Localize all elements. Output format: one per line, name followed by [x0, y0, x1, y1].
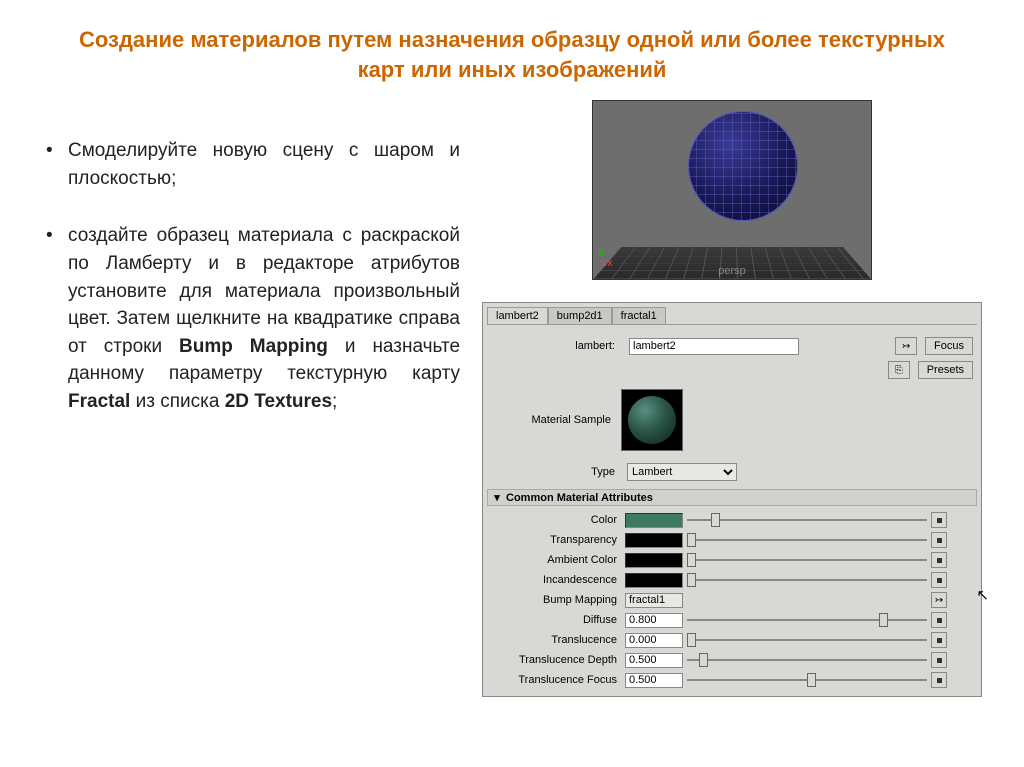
text-input[interactable] [625, 593, 683, 608]
map-button[interactable] [931, 672, 947, 688]
bullet-item: Смоделируйте новую сцену с шаром и плоск… [40, 137, 460, 192]
number-input[interactable] [625, 633, 683, 648]
slider-thumb[interactable] [687, 533, 696, 547]
tab-lambert2[interactable]: lambert2 [487, 307, 548, 324]
slider-thumb[interactable] [687, 553, 696, 567]
slider-thumb[interactable] [711, 513, 720, 527]
map-connected-icon[interactable]: ↣ [931, 592, 947, 608]
attribute-editor-panel: lambert2bump2d1fractal1 lambert: ↣ Focus… [482, 302, 982, 697]
attr-row-ambient-color: Ambient Color [483, 550, 981, 570]
slider[interactable] [687, 513, 927, 528]
slider[interactable] [687, 633, 927, 648]
type-select[interactable]: Lambert [627, 463, 737, 481]
attr-label: Transparency [491, 534, 621, 546]
instruction-text: Смоделируйте новую сцену с шаром и плоск… [40, 92, 460, 697]
color-swatch[interactable] [625, 533, 683, 548]
attr-row-incandescence: Incandescence [483, 570, 981, 590]
focus-button[interactable]: Focus [925, 337, 973, 355]
attr-row-translucence-focus: Translucence Focus [483, 670, 981, 690]
map-button[interactable] [931, 632, 947, 648]
attr-row-transparency: Transparency [483, 530, 981, 550]
view-axis-icon: z ↘x [599, 247, 612, 269]
type-label: Type [491, 466, 621, 478]
color-swatch[interactable] [625, 513, 683, 528]
attr-label: Incandescence [491, 574, 621, 586]
collapse-icon: ▾ [492, 491, 502, 504]
material-sample-label: Material Sample [491, 414, 621, 426]
attr-row-color: Color [483, 510, 981, 530]
sphere-mesh [688, 111, 798, 221]
map-button[interactable] [931, 512, 947, 528]
attr-row-diffuse: Diffuse [483, 610, 981, 630]
node-name-input[interactable] [629, 338, 799, 355]
cursor-icon: ↖ [976, 586, 989, 604]
presets-button[interactable]: Presets [918, 361, 973, 379]
slider-thumb[interactable] [687, 573, 696, 587]
attr-label: Bump Mapping [491, 594, 621, 606]
color-swatch[interactable] [625, 553, 683, 568]
camera-label: persp [718, 265, 746, 277]
number-input[interactable] [625, 653, 683, 668]
map-button[interactable] [931, 532, 947, 548]
copy-button-icon[interactable]: ⎘ [888, 361, 910, 379]
color-swatch[interactable] [625, 573, 683, 588]
slider-thumb[interactable] [807, 673, 816, 687]
number-input[interactable] [625, 673, 683, 688]
attr-label: Translucence Depth [491, 654, 621, 666]
map-button[interactable] [931, 652, 947, 668]
tab-fractal1[interactable]: fractal1 [612, 307, 666, 324]
slider[interactable] [687, 613, 927, 628]
attr-row-translucence: Translucence [483, 630, 981, 650]
slider[interactable] [687, 653, 927, 668]
slider-thumb[interactable] [879, 613, 888, 627]
section-header[interactable]: ▾ Common Material Attributes [487, 489, 977, 506]
tab-bar: lambert2bump2d1fractal1 [483, 303, 981, 324]
map-button[interactable] [931, 552, 947, 568]
map-button[interactable] [931, 572, 947, 588]
tab-bump2d1[interactable]: bump2d1 [548, 307, 612, 324]
attr-label: Color [491, 514, 621, 526]
attr-label: Translucence [491, 634, 621, 646]
map-button[interactable] [931, 612, 947, 628]
number-input[interactable] [625, 613, 683, 628]
slider-thumb[interactable] [687, 633, 696, 647]
viewport-preview: z ↘x persp [592, 100, 872, 280]
slider[interactable] [687, 533, 927, 548]
load-button-icon[interactable]: ↣ [895, 337, 917, 355]
attr-label: Diffuse [491, 614, 621, 626]
slider-thumb[interactable] [699, 653, 708, 667]
slider[interactable] [687, 553, 927, 568]
page-title: Создание материалов путем назначения обр… [0, 0, 1024, 92]
attr-row-translucence-depth: Translucence Depth [483, 650, 981, 670]
attr-row-bump-mapping: Bump Mapping ↣ [483, 590, 981, 610]
slider[interactable] [687, 573, 927, 588]
attr-label: Ambient Color [491, 554, 621, 566]
attr-label: Translucence Focus [491, 674, 621, 686]
node-name-label: lambert: [491, 340, 621, 352]
material-sample-swatch [621, 389, 683, 451]
bullet-item: создайте образец материала с раскраской … [40, 222, 460, 415]
slider[interactable] [687, 673, 927, 688]
